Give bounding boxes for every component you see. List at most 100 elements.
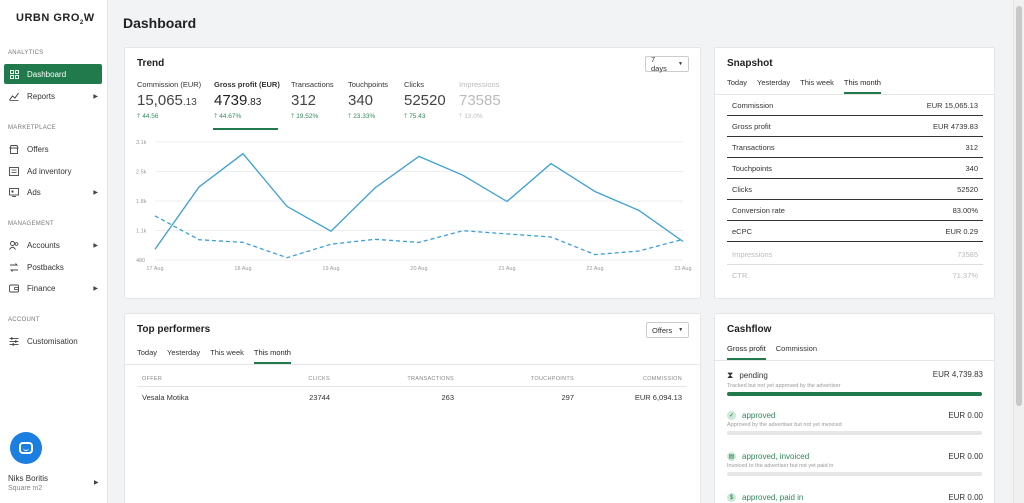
postback-icon — [9, 262, 19, 272]
tab-this-month[interactable]: This month — [843, 78, 881, 94]
filter-value: Offers — [652, 325, 673, 335]
col-transactions[interactable]: TRANSACTIONS — [407, 376, 454, 382]
page-title: Dashboard — [123, 15, 197, 31]
user-name[interactable]: Niks Boritis — [8, 474, 49, 483]
x-tick-label: 20 Aug — [410, 266, 427, 272]
section-label-account: ACCOUNT — [8, 317, 40, 323]
cashflow-tabs: Gross profit Commission — [727, 344, 827, 360]
sidebar-item-offers[interactable]: Offers — [4, 139, 102, 159]
metric-gross-profit[interactable]: Gross profit (EUR) 4739.83 🡑 44.67% — [214, 80, 280, 123]
cell-offer: Vesala Motika — [142, 393, 189, 402]
chat-button[interactable] — [10, 432, 42, 464]
scrollbar-thumb[interactable] — [1016, 6, 1022, 406]
col-clicks[interactable]: CLICKS — [308, 376, 330, 382]
tab-today[interactable]: Today — [727, 78, 748, 87]
chevron-right-icon: ▶ — [93, 242, 98, 249]
y-tick-label: 1.1k — [136, 229, 147, 235]
metric-label: Impressions — [459, 80, 500, 89]
user-org: Square m2 — [8, 485, 43, 492]
snapshot-row: Gross profit EUR 4739.83 — [727, 116, 983, 137]
grid-icon — [9, 69, 19, 79]
sidebar-item-label: Ad inventory — [27, 166, 72, 176]
sidebar-item-label: Ads — [27, 187, 41, 197]
sidebar-item-postbacks[interactable]: Postbacks — [4, 257, 102, 277]
sidebar-item-dashboard[interactable]: Dashboard — [4, 64, 102, 84]
sidebar-item-reports[interactable]: Reports ▶ — [4, 86, 102, 106]
metric-impressions[interactable]: Impressions 73585 🡑 13.0% — [459, 80, 501, 123]
section-label-marketplace: MARKETPLACE — [8, 125, 56, 131]
section-label-analytics: ANALYTICS — [8, 50, 44, 56]
sidebar-item-ads[interactable]: Ads ▶ — [4, 182, 102, 202]
sidebar-item-customisation[interactable]: Customisation — [4, 331, 102, 351]
cashflow-item-amount: EUR 4,739.83 — [932, 370, 983, 379]
metric-touchpoints[interactable]: Touchpoints 340 🡑 23.33% — [348, 80, 388, 123]
sidebar-item-label: Reports — [27, 91, 56, 101]
sidebar-item-label: Offers — [27, 144, 49, 154]
line-chart-icon — [9, 91, 19, 101]
snapshot-row: eCPC EUR 0.29 — [727, 221, 983, 242]
cell-touchpoints: 297 — [561, 393, 574, 402]
metric-clicks[interactable]: Clicks 52520 🡑 75.43 — [404, 80, 446, 123]
top-performers-title: Top performers — [137, 324, 211, 335]
metric-value: 4739.83 — [214, 92, 262, 109]
tab-commission[interactable]: Commission — [775, 344, 818, 353]
range-dropdown[interactable]: 7 days ▼ — [645, 55, 689, 73]
metric-value: 340 — [348, 92, 374, 109]
metric-label: Transactions — [291, 80, 334, 89]
table-row[interactable]: Vesala Motika 23744 263 297 EUR 6,094.13 — [137, 389, 687, 406]
tab-this-week[interactable]: This week — [800, 78, 834, 87]
cashflow-item-pending: ⧗ pending EUR 4,739.83 Tracked but not ye… — [727, 370, 983, 396]
progress-bar — [727, 392, 982, 396]
logo[interactable]: URBN GRO2W — [16, 12, 95, 27]
sidebar-item-label: Customisation — [27, 336, 78, 346]
y-tick-label: 480 — [136, 258, 145, 264]
invoice-icon: ▤ — [727, 452, 736, 461]
snapshot-row: Touchpoints 340 — [727, 158, 983, 179]
tab-this-week[interactable]: This week — [210, 348, 244, 357]
check-icon: ✓ — [727, 411, 736, 420]
tab-yesterday[interactable]: Yesterday — [757, 78, 791, 87]
filter-dropdown[interactable]: Offers ▼ — [646, 322, 689, 338]
sidebar-item-accounts[interactable]: Accounts ▶ — [4, 235, 102, 255]
metric-label: Commission (EUR) — [137, 80, 202, 89]
cashflow-item-approved: ✓ approved EUR 0.00 Approved by the adver… — [727, 411, 983, 435]
metric-value: 73585 — [459, 92, 501, 109]
chat-icon — [19, 442, 33, 454]
y-tick-label: 3.1k — [136, 140, 147, 146]
sidebar-item-finance[interactable]: Finance ▶ — [4, 278, 102, 298]
active-metric-indicator — [213, 128, 278, 130]
scrollbar[interactable] — [1013, 0, 1024, 503]
divider — [715, 94, 994, 95]
progress-bar — [727, 472, 982, 476]
tab-today[interactable]: Today — [137, 348, 158, 357]
metric-value: 15,065.13 — [137, 92, 197, 109]
trend-card: Trend 7 days ▼ Commission (EUR) 15,065.13… — [124, 47, 701, 299]
snapshot-row: Impressions 73585 — [727, 244, 983, 265]
sidebar-item-ad-inventory[interactable]: Ad inventory — [4, 161, 102, 181]
sidebar-item-label: Finance — [27, 283, 56, 293]
cashflow-item-approved-invoiced: ▤ approved, invoiced EUR 0.00 Invoiced to… — [727, 452, 983, 476]
metric-transactions[interactable]: Transactions 312 🡑 19.52% — [291, 80, 334, 123]
tab-gross-profit[interactable]: Gross profit — [727, 344, 766, 360]
metric-change: 🡑 19.52% — [291, 113, 319, 120]
tab-yesterday[interactable]: Yesterday — [167, 348, 201, 357]
metric-commission[interactable]: Commission (EUR) 15,065.13 🡑 44.56 — [137, 80, 201, 123]
top-performers-card: Top performers Offers ▼ Today Yesterday T… — [124, 313, 701, 503]
col-touchpoints[interactable]: TOUCHPOINTS — [530, 376, 574, 382]
cashflow-item-desc: Approved by the advertiser but not yet i… — [727, 422, 842, 428]
x-tick-label: 21 Aug — [498, 266, 515, 272]
metric-label: Gross profit (EUR) — [214, 80, 280, 89]
col-offer[interactable]: OFFER — [142, 376, 163, 382]
x-tick-label: 17 Aug — [146, 266, 163, 272]
chevron-right-icon[interactable]: ▶ — [94, 480, 99, 486]
progress-fill — [727, 392, 982, 396]
snapshot-row: Clicks 52520 — [727, 179, 983, 200]
cashflow-item-amount: EUR 0.00 — [948, 411, 983, 420]
col-commission[interactable]: COMMISSION — [642, 376, 682, 382]
chevron-right-icon: ▶ — [93, 189, 98, 196]
caret-down-icon: ▼ — [678, 327, 684, 333]
cashflow-title: Cashflow — [727, 324, 772, 335]
tab-this-month[interactable]: This month — [253, 348, 291, 364]
x-tick-label: 23 Aug — [674, 266, 691, 272]
cell-commission: EUR 6,094.13 — [634, 393, 682, 402]
